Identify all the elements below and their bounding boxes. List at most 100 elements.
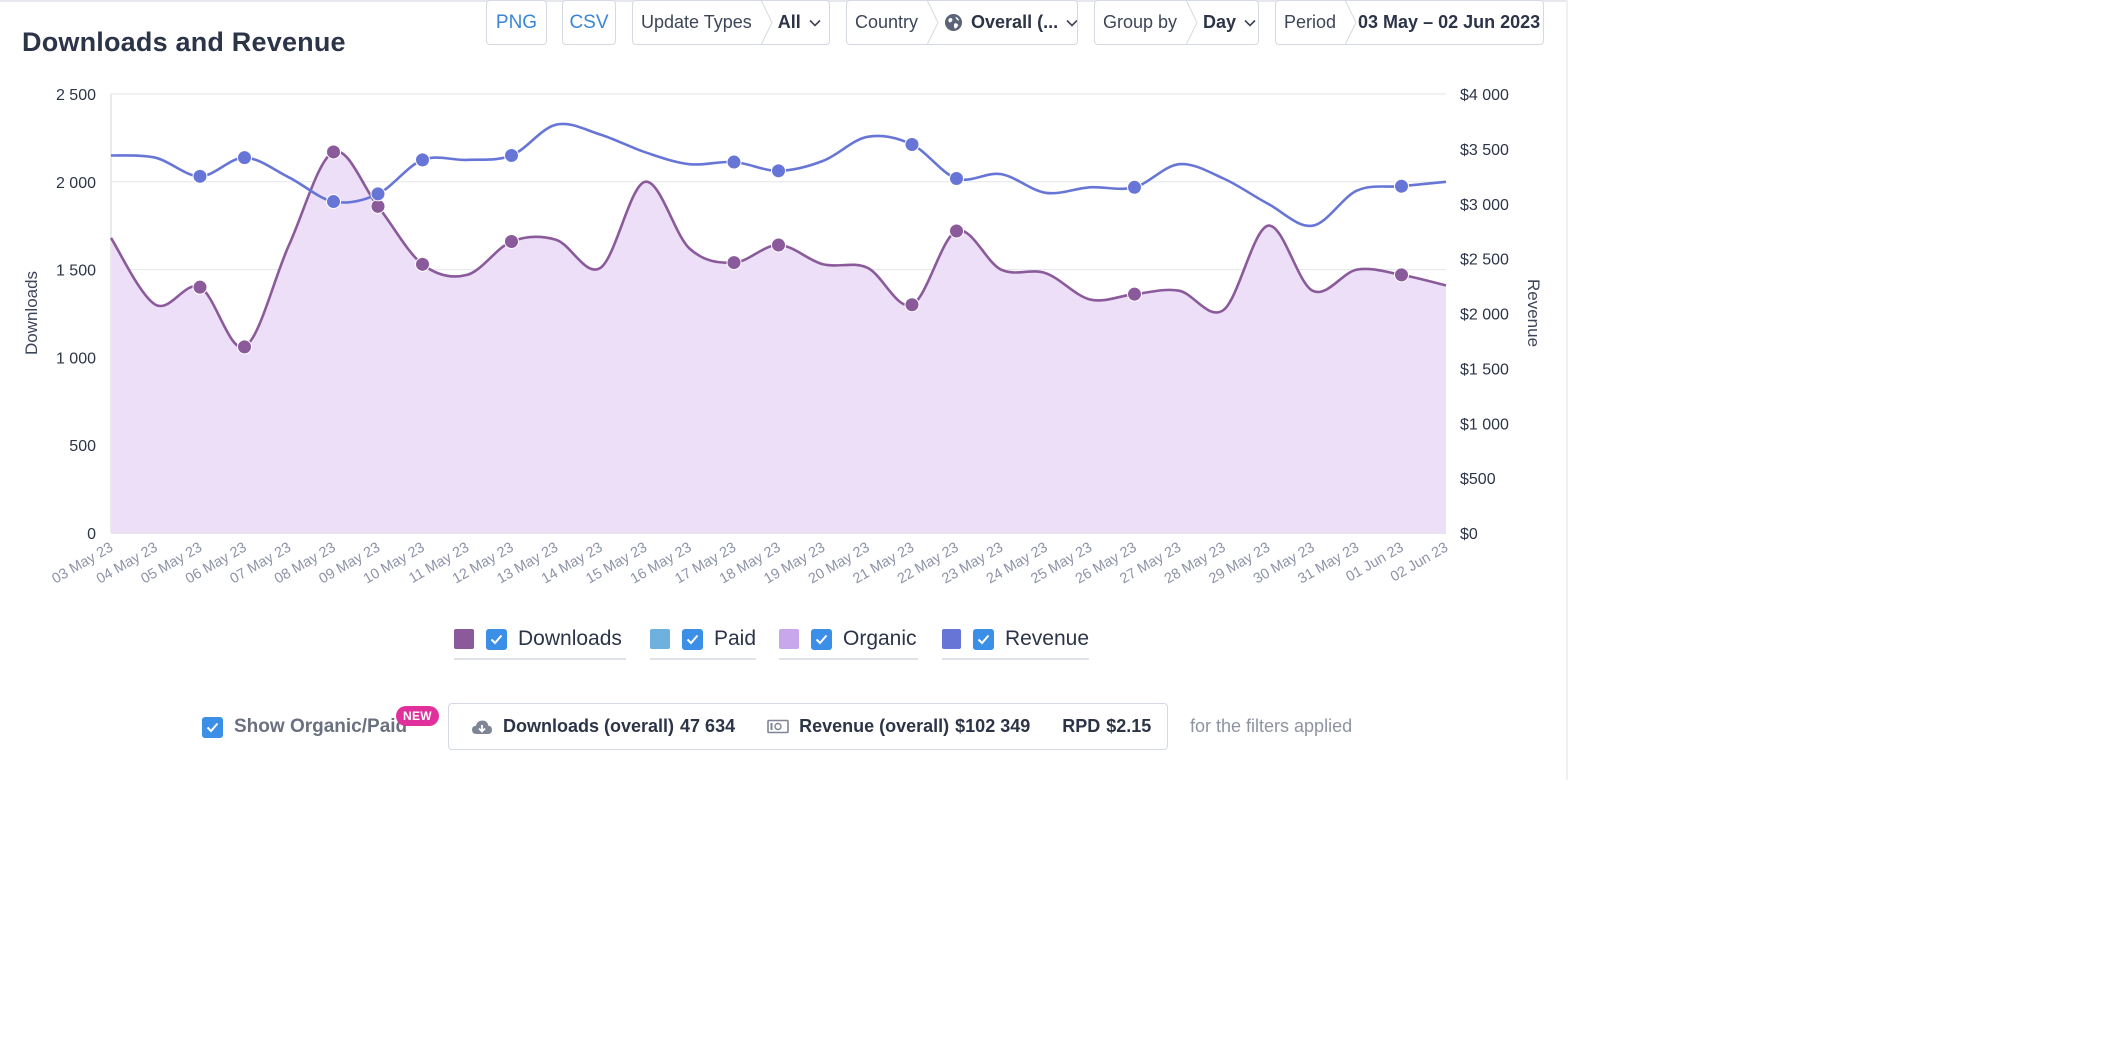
downloads-point: [1394, 267, 1409, 283]
legend-item-revenue[interactable]: Revenue: [942, 620, 1089, 660]
y2-axis-ticks: $0 $500 $1 000 $1 500 $2 000 $2 500 $3 000 $3 5…: [1460, 87, 1509, 543]
downloads-line: [109, 150, 1447, 349]
chart-area-layer: [111, 151, 1446, 533]
group-by-label: Group by: [1103, 12, 1178, 32]
chart-legend: Downloads Paid Organic Revenue: [0, 620, 1568, 660]
revenue-point: [504, 147, 519, 163]
group-by-value: Day: [1203, 12, 1237, 32]
update-types-value: All: [777, 12, 801, 32]
period-select[interactable]: Period 03 May – 02 Jun 2023: [1275, 0, 1544, 45]
downloads-overall-label: Downloads (overall): [503, 716, 675, 736]
revenue-point: [771, 163, 786, 179]
country-select[interactable]: Country Overall (...: [846, 0, 1078, 45]
y-tick-label: 1 000: [56, 350, 96, 367]
y-tick-label: 0: [87, 526, 96, 543]
y-tick-label: 1 500: [56, 263, 96, 280]
y2-tick-label: $0: [1460, 526, 1478, 543]
breadcrumb-separator: [926, 1, 939, 44]
summary-downloads: Downloads (overall) 47 634: [449, 704, 751, 749]
show-organic-paid-toggle[interactable]: Show Organic/Paid: [202, 716, 407, 738]
legend-underline: [942, 658, 1089, 660]
legend-label-organic: Organic: [843, 627, 917, 650]
y2-tick-label: $500: [1460, 471, 1496, 488]
downloads-point: [726, 255, 742, 271]
legend-swatch-paid: [650, 629, 670, 649]
banknote-icon: [767, 719, 789, 734]
downloads-point: [1127, 286, 1142, 302]
filters-note: for the filters applied: [1190, 716, 1353, 736]
downloads-point: [370, 198, 386, 214]
downloads-revenue-chart: 0 500 1 000 1 500 2 000 2 500 $0 $500 $1 000 $1 …: [22, 87, 1543, 588]
breadcrumb-separator: [1344, 1, 1357, 44]
y2-tick-label: $3 000: [1460, 197, 1509, 214]
legend-item-organic[interactable]: Organic: [779, 620, 918, 660]
checkbox-checked-icon[interactable]: [811, 628, 832, 650]
summary-panel: Downloads (overall) 47 634 Revenue (over…: [448, 703, 1168, 750]
downloads-point: [192, 279, 208, 295]
checkbox-checked-icon[interactable]: [486, 628, 507, 650]
show-organic-paid-label: Show Organic/Paid: [234, 716, 408, 737]
downloads-point: [415, 256, 430, 272]
legend-underline: [779, 658, 918, 660]
group-by-select[interactable]: Group by Day: [1094, 0, 1259, 45]
legend-label-paid: Paid: [713, 627, 756, 650]
downloads-point: [771, 237, 786, 253]
legend-underline: [650, 658, 756, 660]
summary-revenue: Revenue (overall) $102 349: [751, 704, 1046, 749]
page-title: Downloads and Revenue: [22, 27, 346, 57]
chevron-down-icon: [1066, 19, 1077, 27]
period-value: 03 May – 02 Jun 2023: [1358, 12, 1541, 32]
y-axis-ticks: 0 500 1 000 1 500 2 000 2 500: [56, 87, 96, 543]
downloads-overall-value: 47 634: [680, 716, 736, 736]
revenue-point: [192, 168, 208, 184]
legend-item-downloads[interactable]: Downloads: [454, 620, 626, 660]
downloads-point: [949, 223, 964, 239]
revenue-point: [904, 136, 920, 152]
revenue-point: [326, 194, 341, 210]
globe-icon: [944, 13, 963, 32]
revenue-point: [1394, 178, 1409, 194]
chart-marker-layer: [192, 136, 1409, 355]
revenue-point: [370, 186, 386, 202]
y-axis-title: Downloads: [22, 271, 41, 355]
revenue-point: [1127, 179, 1142, 195]
update-types-select[interactable]: Update Types All: [632, 0, 830, 45]
y2-tick-label: $3 500: [1460, 142, 1509, 159]
window-right-border: [1566, 0, 1568, 780]
y2-tick-label: $4 000: [1460, 87, 1509, 104]
revenue-point: [949, 171, 964, 187]
checkbox-checked-icon[interactable]: [681, 628, 703, 650]
downloads-area: [111, 151, 1446, 533]
new-badge: NEW: [396, 706, 439, 726]
y-tick-label: 2 000: [56, 175, 96, 192]
checkbox-checked-icon[interactable]: [202, 716, 223, 738]
png-export-button[interactable]: PNG: [486, 0, 547, 45]
revenue-point: [726, 154, 742, 170]
legend-underline: [454, 658, 626, 660]
checkbox-checked-icon[interactable]: [973, 628, 994, 650]
y2-axis-title: Revenue: [1524, 279, 1543, 347]
legend-swatch-organic: [779, 629, 799, 649]
period-label: Period: [1284, 12, 1337, 32]
downloads-point: [326, 144, 341, 160]
legend-swatch-revenue: [942, 629, 962, 649]
country-label: Country: [855, 12, 919, 32]
breadcrumb-separator: [1185, 1, 1198, 44]
country-value: Overall (...: [971, 12, 1059, 32]
revenue-point: [237, 150, 252, 166]
update-types-label: Update Types: [641, 12, 752, 32]
legend-label-revenue: Revenue: [1004, 627, 1089, 650]
y-tick-label: 500: [69, 438, 96, 455]
legend-label-downloads: Downloads: [518, 627, 622, 650]
y-tick-label: 2 500: [56, 87, 96, 104]
chevron-down-icon: [809, 19, 821, 27]
y2-tick-label: $1 500: [1460, 361, 1509, 378]
revenue-point: [415, 152, 430, 168]
cloud-download-icon: [471, 719, 493, 735]
y2-tick-label: $2 000: [1460, 307, 1509, 324]
csv-export-button[interactable]: CSV: [562, 0, 616, 45]
downloads-point: [237, 339, 252, 355]
legend-item-paid[interactable]: Paid: [650, 620, 756, 660]
summary-rpd: RPD $2.15: [1046, 704, 1167, 749]
